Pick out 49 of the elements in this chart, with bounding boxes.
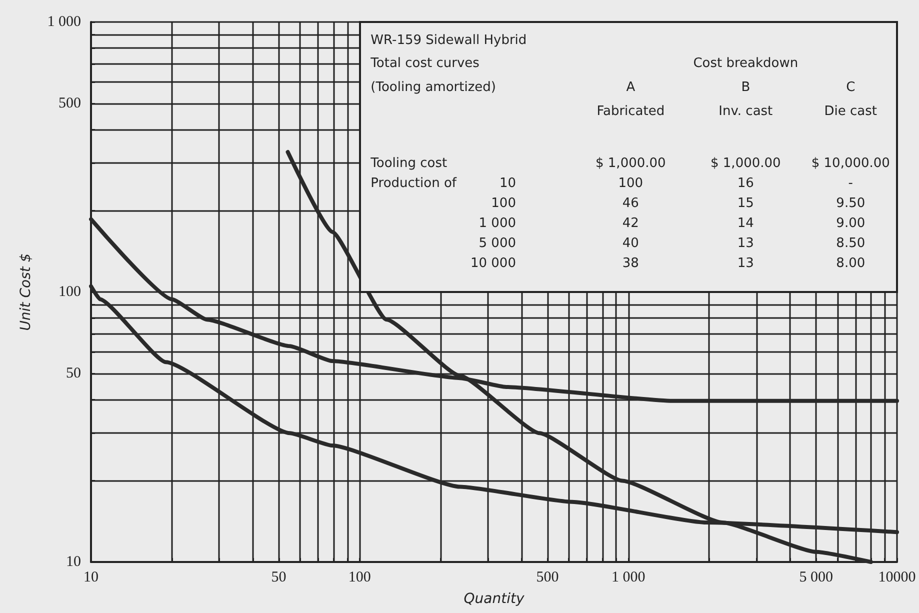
annotation: Fabricated [596,104,665,119]
annotation: Cost breakdown [693,56,798,71]
x-tick-label: 10 [84,570,98,586]
x-axis-title: Quantity [464,591,525,607]
y-tick-label: 500 [58,95,81,112]
x-tick-label: 1 000 [611,570,646,586]
annotation: WR-159 Sidewall Hybrid [370,33,527,48]
annotation: (Tooling amortized) [370,80,496,95]
x-tick-label: 50 [271,570,286,586]
y-axis-title: Unit Cost $ [18,253,34,331]
annotation: 8.50 [836,236,866,251]
annotation: 8.00 [836,256,866,271]
x-tick-label: 500 [536,570,559,586]
annotation: 38 [622,256,639,271]
annotation: 100 [491,196,516,211]
annotation: C [846,80,856,95]
annotation: 9.00 [836,216,866,231]
annotation: $ 1,000.00 [710,156,781,171]
annotation: 10 [499,176,516,191]
annotation: Inv. cast [718,104,773,119]
annotation: Production of [370,176,456,191]
annotation: 42 [622,216,639,231]
annotation: 13 [737,236,754,251]
annotation: 16 [737,176,754,191]
annotation: 9.50 [836,196,866,211]
annotation: Total cost curves [370,56,480,71]
annotation: 14 [737,216,754,231]
annotation: 10 000 [470,256,516,271]
annotation: $ 1,000.00 [596,156,666,171]
x-tick-label: 5 000 [799,570,833,586]
annotation: - [848,176,854,191]
x-tick-label: 10000 [878,570,916,586]
y-tick-label: 50 [66,365,81,382]
x-tick-label: 100 [348,570,371,586]
annotation: 15 [737,196,754,211]
annotation: Die cast [824,104,878,119]
y-tick-label: 10 [66,554,81,570]
annotation: 1 000 [478,216,516,231]
annotation: A [626,80,636,95]
annotation: 13 [737,256,754,271]
y-tick-label: 100 [58,284,81,300]
annotation: 46 [622,196,639,211]
annotation: 5 000 [478,236,516,251]
annotation: $ 10,000.00 [811,156,890,171]
annotation: 40 [622,236,639,251]
annotation: Tooling cost [370,156,448,171]
annotation: B [741,80,750,95]
y-tick-label: 1 000 [47,14,81,30]
annotation: 100 [618,176,644,191]
